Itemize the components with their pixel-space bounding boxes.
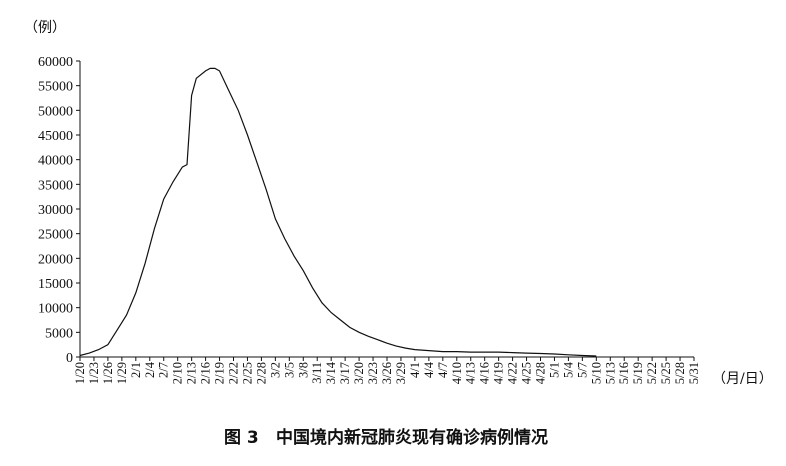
x-tick-label: 5/10: [589, 362, 603, 384]
x-tick-label: 2/16: [199, 362, 213, 384]
y-tick-label: 5000: [45, 326, 73, 341]
x-tick-label: 5/25: [659, 362, 673, 384]
x-tick-label: 4/28: [534, 362, 548, 384]
x-tick-label: 2/10: [171, 362, 185, 384]
x-tick-label: 4/16: [478, 362, 492, 384]
x-tick-label: 1/20: [73, 362, 87, 384]
x-tick-label: 2/13: [185, 362, 199, 384]
y-tick-label: 30000: [38, 203, 73, 218]
y-tick-label: 35000: [38, 178, 73, 193]
y-tick-label: 40000: [38, 154, 73, 169]
x-tick-label: 3/29: [394, 362, 408, 384]
x-tick-label: 3/17: [338, 362, 352, 384]
y-tick-label: 25000: [38, 228, 73, 243]
x-tick-label: 5/1: [547, 362, 561, 378]
x-tick-label: 3/8: [296, 362, 310, 378]
x-tick-label: 3/2: [268, 362, 282, 378]
x-tick-label: 4/4: [422, 361, 436, 378]
x-tick-label: 5/16: [617, 362, 631, 384]
x-tick-label: 4/13: [464, 362, 478, 384]
x-tick-label: 5/13: [603, 362, 617, 384]
y-axis-label: （例）: [24, 20, 66, 36]
y-tick-label: 50000: [38, 104, 73, 119]
x-tick-label: 5/31: [687, 362, 701, 384]
x-tick-label: 3/20: [352, 362, 366, 384]
x-tick-label: 5/7: [575, 362, 589, 378]
x-tick-label: 4/10: [450, 362, 464, 384]
x-tick-label: 5/22: [645, 362, 659, 384]
x-tick-label: 2/1: [129, 362, 143, 378]
y-tick-label: 10000: [38, 302, 73, 317]
y-tick-label: 55000: [38, 80, 73, 95]
x-tick-label: 5/19: [631, 362, 645, 384]
x-tick-label: 4/1: [408, 362, 422, 378]
y-tick-label: 20000: [38, 252, 73, 267]
x-tick-label: 5/4: [561, 361, 575, 378]
x-tick-label: 3/14: [324, 361, 338, 384]
x-tick-label: 2/7: [157, 362, 171, 378]
x-tick-label: 4/22: [506, 362, 520, 384]
figure-number: 图 3: [224, 428, 259, 448]
x-tick-label: 4/7: [436, 362, 450, 378]
x-tick-label: 4/25: [520, 362, 534, 384]
x-tick-label: 3/5: [282, 362, 296, 378]
x-tick-label: 1/23: [87, 362, 101, 384]
x-tick-label: 2/19: [213, 362, 227, 384]
series-line-current-cases: [79, 67, 597, 357]
x-tick-label: 3/26: [380, 362, 394, 384]
x-tick-label: 2/22: [227, 362, 241, 384]
y-axis-ticks: 0 5000 10000 15000 20000 25000 30000 35000 40000…: [38, 55, 80, 366]
x-tick-label: 3/23: [366, 362, 380, 384]
y-tick-label: 0: [66, 351, 73, 366]
y-tick-label: 60000: [38, 55, 73, 70]
y-tick-label: 45000: [38, 129, 73, 144]
x-tick-label: 4/19: [492, 362, 506, 384]
x-tick-label: 2/25: [240, 362, 254, 384]
x-tick-label: 3/11: [310, 362, 324, 384]
x-tick-label: 2/4: [143, 361, 157, 378]
x-tick-label: 5/28: [673, 362, 687, 384]
x-tick-label: 2/28: [254, 362, 268, 384]
x-tick-label: 1/26: [101, 362, 115, 384]
x-axis-ticks: 1/20 1/23 1/26 1/29 2/1 2/4 2/7 2/10 2/13 2/16 2/1…: [73, 357, 701, 384]
y-tick-label: 15000: [38, 277, 73, 292]
figure-caption: 中国境内新冠肺炎现有确诊病例情况: [276, 427, 548, 448]
x-tick-label: 1/29: [115, 362, 129, 384]
x-axis-label: （月/日）: [712, 371, 773, 387]
